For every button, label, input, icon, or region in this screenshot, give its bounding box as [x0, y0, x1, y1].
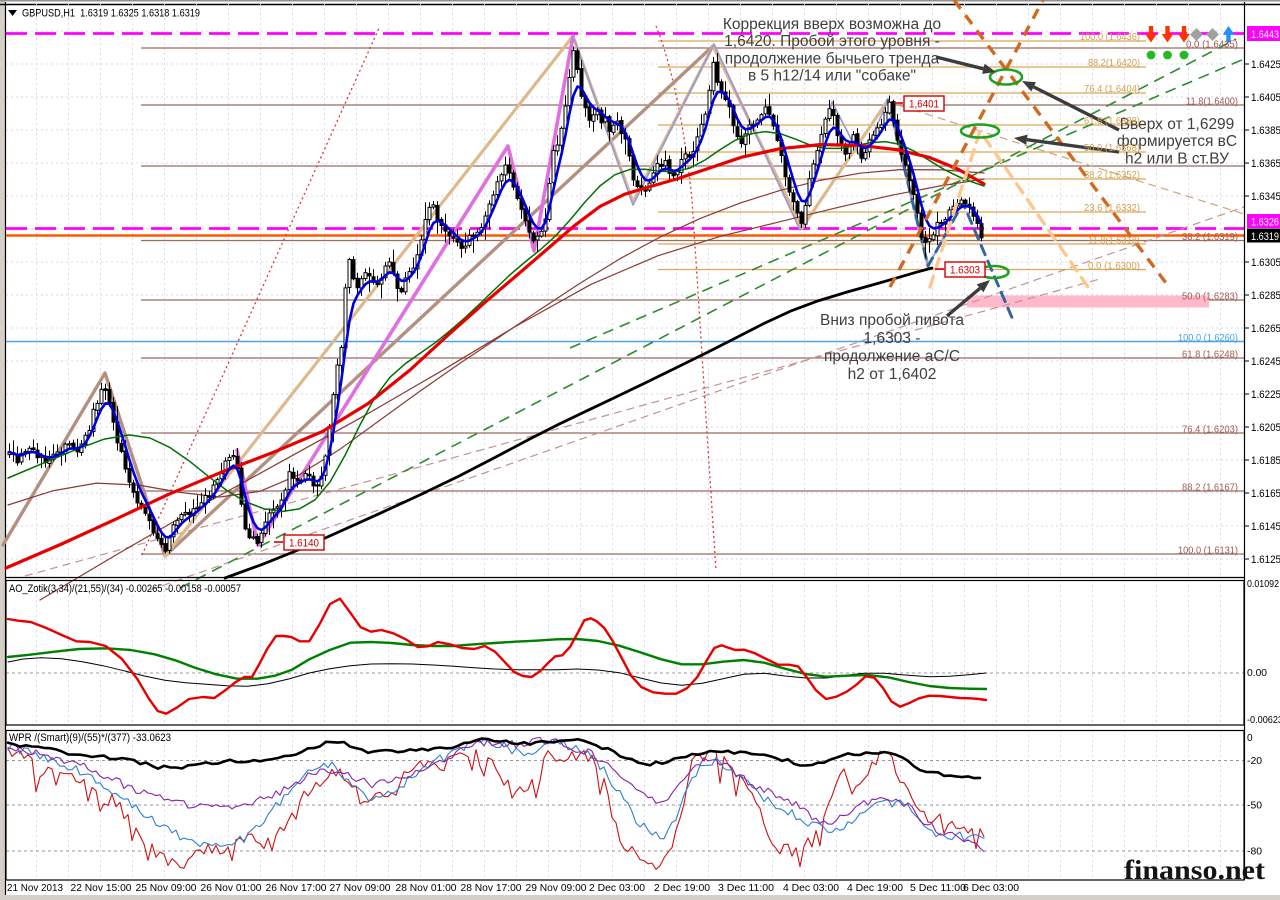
svg-text:h2 от 1,6402: h2 от 1,6402 — [848, 366, 937, 383]
svg-text:76.4 (1.6404): 76.4 (1.6404) — [1084, 83, 1140, 95]
svg-text:WPR /(Smart)(9)/(55)*/(377) -3: WPR /(Smart)(9)/(55)*/(377) -33.0623 — [9, 732, 171, 744]
svg-text:1.6319: 1.6319 — [1251, 231, 1279, 243]
svg-text:4 Dec 03:00: 4 Dec 03:00 — [783, 883, 839, 894]
svg-text:1.6205: 1.6205 — [1251, 422, 1280, 434]
svg-text:-0.00623: -0.00623 — [1247, 715, 1280, 726]
svg-text:1.6405: 1.6405 — [1251, 92, 1280, 104]
svg-text:1.6245: 1.6245 — [1251, 356, 1280, 368]
svg-text:61.8 (1.6248): 61.8 (1.6248) — [1182, 349, 1238, 361]
svg-text:21 Nov 2013: 21 Nov 2013 — [7, 883, 63, 894]
svg-text:GBPUSD,H1 1.6319 1.6325 1.631: GBPUSD,H1 1.6319 1.6325 1.6318 1.6319 — [22, 8, 200, 20]
svg-text:3 Dec 11:00: 3 Dec 11:00 — [718, 883, 774, 894]
svg-text:-20: -20 — [1247, 756, 1262, 767]
svg-text:1,6303 -: 1,6303 - — [864, 330, 921, 347]
svg-text:0.01092: 0.01092 — [1247, 579, 1279, 590]
svg-text:76.4 (1.6203): 76.4 (1.6203) — [1182, 424, 1238, 436]
svg-text:100.0 (1.6436): 100.0 (1.6436) — [1080, 31, 1140, 43]
svg-text:0.00: 0.00 — [1247, 668, 1267, 679]
svg-text:AO_Zotik(3,34)/(21,55)/(34) -0: AO_Zotik(3,34)/(21,55)/(34) -0.00265 -0.… — [9, 583, 241, 595]
svg-text:28 Nov 17:00: 28 Nov 17:00 — [461, 883, 522, 894]
svg-text:продолжение бычьего тренда: продолжение бычьего тренда — [725, 50, 940, 67]
svg-text:в 5 h12/14 или "собаке": в 5 h12/14 или "собаке" — [748, 68, 916, 85]
svg-text:1.6140: 1.6140 — [289, 538, 319, 550]
svg-text:38.2 (1.6319): 38.2 (1.6319) — [1182, 231, 1238, 243]
svg-text:1.6285: 1.6285 — [1251, 290, 1280, 302]
svg-text:28 Nov 01:00: 28 Nov 01:00 — [396, 883, 457, 894]
svg-text:1.6365: 1.6365 — [1251, 158, 1280, 170]
svg-text:1.6125: 1.6125 — [1251, 554, 1280, 566]
svg-text:88.2(1.6420): 88.2(1.6420) — [1088, 57, 1140, 69]
svg-text:h2 или В ст.ВУ: h2 или В ст.ВУ — [1125, 150, 1229, 167]
svg-text:продолжение аС/С: продолжение аС/С — [824, 348, 960, 365]
svg-text:50.0 (1.6368): 50.0 (1.6368) — [1084, 142, 1140, 154]
svg-text:1.6345: 1.6345 — [1251, 191, 1280, 203]
svg-text:26 Nov 17:00: 26 Nov 17:00 — [266, 883, 327, 894]
svg-text:6 Dec 03:00: 6 Dec 03:00 — [963, 883, 1019, 894]
svg-text:1.6425: 1.6425 — [1251, 59, 1280, 71]
svg-text:1.6265: 1.6265 — [1251, 323, 1280, 335]
svg-text:1,6420. Пробой этого уровня -: 1,6420. Пробой этого уровня - — [724, 33, 940, 50]
svg-text:формируется вС: формируется вС — [1117, 133, 1237, 150]
svg-text:1.6145: 1.6145 — [1251, 521, 1280, 533]
svg-text:1.6225: 1.6225 — [1251, 389, 1280, 401]
svg-text:0: 0 — [1247, 733, 1253, 744]
svg-text:38.2 (1.6352): 38.2 (1.6352) — [1084, 169, 1140, 181]
svg-text:88.2 (1.6167): 88.2 (1.6167) — [1182, 482, 1238, 494]
svg-text:26 Nov 01:00: 26 Nov 01:00 — [201, 883, 262, 894]
svg-text:4 Dec 19:00: 4 Dec 19:00 — [847, 883, 903, 894]
svg-text:1.6443: 1.6443 — [1251, 29, 1279, 41]
svg-text:11.8(1.6318): 11.8(1.6318) — [1088, 235, 1140, 247]
svg-text:29 Nov 09:00: 29 Nov 09:00 — [526, 883, 587, 894]
svg-text:1.6385: 1.6385 — [1251, 125, 1280, 137]
svg-text:27 Nov 09:00: 27 Nov 09:00 — [330, 883, 391, 894]
svg-text:1.6326: 1.6326 — [1251, 217, 1279, 229]
svg-text:1.6165: 1.6165 — [1251, 488, 1280, 500]
svg-text:25 Nov 09:00: 25 Nov 09:00 — [136, 883, 197, 894]
svg-text:2 Dec 03:00: 2 Dec 03:00 — [589, 883, 645, 894]
svg-text:1.6305: 1.6305 — [1251, 257, 1280, 269]
svg-text:22 Nov 15:00: 22 Nov 15:00 — [71, 883, 132, 894]
svg-text:100.0 (1.6260): 100.0 (1.6260) — [1178, 332, 1238, 344]
svg-text:-50: -50 — [1247, 801, 1262, 812]
svg-text:Вниз пробой пивота: Вниз пробой пивота — [820, 312, 964, 329]
svg-text:0.0 (1.6435): 0.0 (1.6435) — [1186, 39, 1238, 51]
svg-text:0.0 (1.6300): 0.0 (1.6300) — [1088, 260, 1140, 272]
svg-text:5 Dec 11:00: 5 Dec 11:00 — [910, 883, 966, 894]
svg-text:61.8 (1.6388): 61.8 (1.6388) — [1084, 115, 1140, 127]
svg-text:1.6303: 1.6303 — [950, 265, 980, 277]
svg-text:23.6 (1.6332): 23.6 (1.6332) — [1084, 202, 1140, 214]
svg-text:Вверх от 1,6299: Вверх от 1,6299 — [1120, 116, 1235, 133]
svg-text:1.6185: 1.6185 — [1251, 455, 1280, 467]
svg-text:2 Dec 19:00: 2 Dec 19:00 — [654, 883, 710, 894]
svg-text:50.0 (1.6283): 50.0 (1.6283) — [1182, 291, 1238, 303]
svg-text:-80: -80 — [1247, 847, 1262, 858]
svg-text:Коррекция вверх возможна до: Коррекция вверх возможна до — [723, 16, 941, 33]
svg-text:11.8(1.6400): 11.8(1.6400) — [1186, 96, 1238, 108]
svg-text:finanso.net: finanso.net — [1124, 855, 1265, 885]
svg-text:1,6401: 1,6401 — [909, 99, 939, 111]
svg-text:100.0 (1.6131): 100.0 (1.6131) — [1178, 545, 1238, 557]
